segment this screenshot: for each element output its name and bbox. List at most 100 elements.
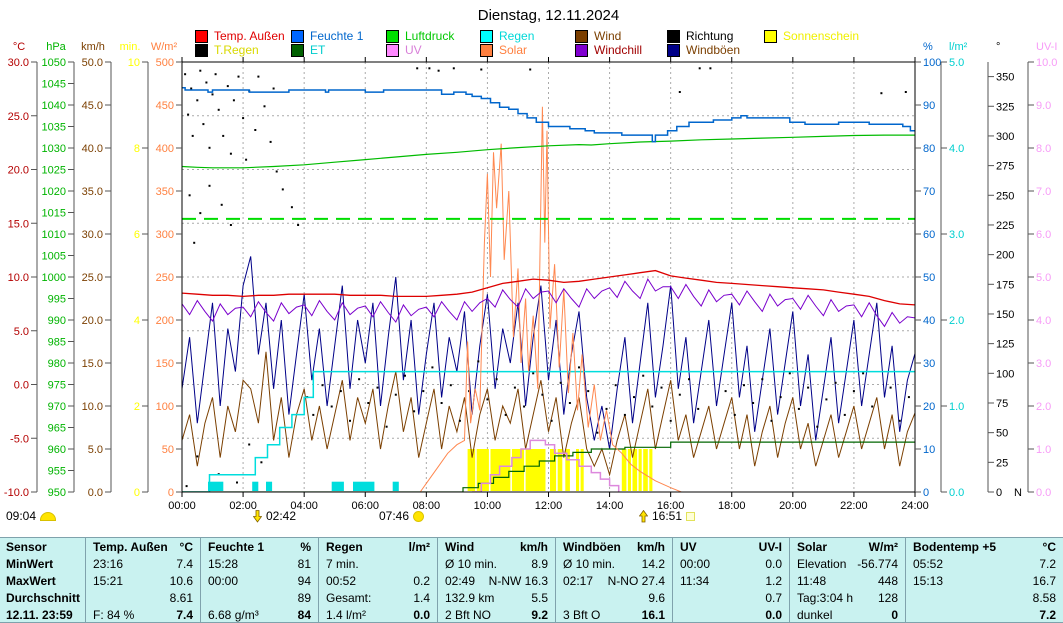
column-unit: W/m² [868, 540, 898, 554]
table-cell: 15:28 81 [201, 556, 318, 573]
axis-label-: 50 [923, 272, 935, 284]
axis-label-uv-i: 4.0 [1036, 315, 1051, 327]
cell-info: Ø 10 min. [445, 557, 498, 571]
cell-value: 0.2 [413, 574, 430, 588]
cell-info: 00:52 [326, 574, 357, 588]
cell-info: 00:00 [208, 574, 239, 588]
legend-label: Richtung [686, 29, 734, 43]
direction-dot [428, 67, 431, 70]
column-name: Temp. Außen [93, 540, 168, 554]
axis-label-: 50 [996, 428, 1008, 440]
table-column-wind: Wind km/h Ø 10 min. 8.9 02:49 N-NW 16.3 132.9 … [437, 538, 555, 622]
cell-value: 7.4 [176, 557, 193, 571]
marker-sunrise: 07:46 [379, 509, 425, 523]
direction-dot [458, 419, 461, 422]
axis-label-km-h: 50.0 [82, 57, 103, 69]
rain-rate-bar [353, 481, 375, 491]
direction-dot [779, 396, 782, 399]
cell-info: Tag:3:04 h [797, 591, 854, 605]
axis-label-uv-i: 3.0 [1036, 358, 1051, 370]
axis-label-w-m: 500 [156, 57, 174, 69]
x-axis-label: 18:00 [718, 500, 746, 512]
cell-info: 02:17 [563, 574, 594, 588]
axis-label-km-h: 40.0 [82, 143, 103, 155]
axis-unit-l-m: l/m² [949, 41, 968, 53]
table-cell: 6.68 g/m³ 84 [201, 607, 318, 622]
axis-label-hpa: 1045 [42, 79, 66, 91]
axis-label-w-m: 100 [156, 401, 174, 413]
direction-dot [752, 402, 755, 404]
direction-dot [413, 410, 416, 413]
column-header: Solar W/m² [790, 539, 905, 556]
column-header: Regen l/m² [319, 539, 437, 556]
axis-label-min: 2 [134, 401, 140, 413]
axis-label-min: 10 [128, 57, 140, 69]
marker-moonrise: 09:04 [6, 509, 57, 523]
direction-dot [452, 67, 455, 70]
direction-dot [678, 393, 681, 396]
legend-item-et: ET [291, 44, 325, 57]
column-name: Wind [445, 540, 475, 554]
legend-item-t-regen: T.Regen [195, 44, 259, 57]
direction-dot [229, 224, 232, 226]
x-axis-label: 16:00 [657, 500, 685, 512]
axis-label-hpa: 995 [48, 294, 66, 306]
cell-value: 7.2 [1039, 608, 1056, 622]
table-cell: F: 84 % 7.4 [86, 607, 200, 622]
legend-item-solar: Solar [480, 44, 527, 57]
moonrise-icon [40, 511, 57, 521]
cell-info: Elevation [797, 557, 847, 571]
sunshine-block [490, 449, 511, 491]
table-cell: 00:00 94 [201, 573, 318, 590]
sunshine-block [621, 449, 627, 491]
cell-info: 23:16 [93, 557, 124, 571]
axis-label-km-h: 10.0 [82, 401, 103, 413]
direction-dot [272, 87, 275, 90]
direction-dot [880, 92, 883, 95]
axis-label-: 80 [923, 143, 935, 155]
sunshine-block [550, 449, 557, 491]
cell-info: 02:49 [445, 574, 476, 588]
legend-item-sonnenschein: Sonnenschein [764, 30, 859, 43]
cell-value: 89 [297, 591, 311, 605]
direction-dot [642, 374, 645, 377]
sunshine-block [565, 449, 570, 491]
axis-label-min: 8 [134, 143, 140, 155]
axis-label-min: 0 [134, 487, 140, 499]
table-cell: 132.9 km 5.5 [438, 590, 555, 607]
axis-label-uv-i: 7.0 [1036, 186, 1051, 198]
sunshine-block [511, 449, 525, 491]
direction-dot [321, 384, 324, 387]
moonrise-time: 09:04 [6, 509, 37, 523]
legend-label: Temp. Außen [214, 29, 285, 43]
axis-label-c: -5.0 [10, 433, 29, 445]
direction-dot [898, 419, 901, 422]
direction-dot [205, 81, 208, 84]
axis-label-w-m: 200 [156, 315, 174, 327]
sensor-summary-table: Sensor MinWert MaxWert Durchschnitt 12.11. 2… [0, 537, 1063, 623]
x-axis-label: 00:00 [168, 500, 196, 512]
table-cell: 05:52 7.2 [906, 556, 1063, 573]
legend-item-temp-au-en: Temp. Außen [195, 30, 285, 43]
cell-info: 3 Bft O [563, 608, 601, 622]
sunshine-block [627, 449, 631, 491]
column-header: Windböen km/h [556, 539, 672, 556]
direction-dot [660, 386, 663, 389]
direction-dot [226, 85, 229, 88]
column-name: Regen [326, 540, 363, 554]
windchill-color-swatch [575, 44, 588, 57]
axis-label-km-h: 0.0 [88, 487, 103, 499]
table-row-label: MinWert [6, 557, 54, 571]
legend-item-regen: Regen [480, 30, 534, 43]
sunshine-block [467, 449, 476, 491]
axis-label-hpa: 950 [48, 487, 66, 499]
axis-label-: 0 [996, 487, 1002, 499]
marker-sunset: 16:51 [639, 509, 696, 523]
cell-info: 6.68 g/m³ [208, 608, 259, 622]
axis-label-w-m: 150 [156, 358, 174, 370]
cell-value: 0.0 [413, 608, 430, 622]
cell-value: 7.2 [1039, 557, 1056, 571]
cell-info: 11:34 [680, 574, 710, 588]
axis-label-: 125 [996, 339, 1014, 351]
